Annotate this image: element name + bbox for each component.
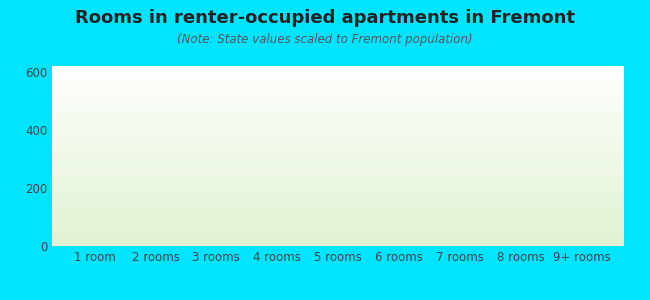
Bar xyxy=(437,239,460,246)
Bar xyxy=(460,235,483,246)
Bar xyxy=(155,187,179,246)
Bar xyxy=(133,220,155,246)
Bar xyxy=(497,223,521,246)
Text: Rooms in renter-occupied apartments in Fremont: Rooms in renter-occupied apartments in F… xyxy=(75,9,575,27)
Bar xyxy=(216,141,239,246)
Bar xyxy=(193,183,216,246)
Bar xyxy=(558,243,581,246)
Bar xyxy=(399,216,422,246)
Bar xyxy=(277,131,300,246)
Bar xyxy=(338,190,361,246)
Bar xyxy=(581,237,604,246)
Bar xyxy=(376,169,399,246)
Bar xyxy=(95,192,118,246)
Bar xyxy=(315,144,338,246)
Text: (Note: State values scaled to Fremont population): (Note: State values scaled to Fremont po… xyxy=(177,33,473,46)
Bar xyxy=(254,149,277,246)
Bar xyxy=(521,240,543,246)
Text: City-Data.com: City-Data.com xyxy=(518,80,607,93)
Bar xyxy=(72,190,95,246)
